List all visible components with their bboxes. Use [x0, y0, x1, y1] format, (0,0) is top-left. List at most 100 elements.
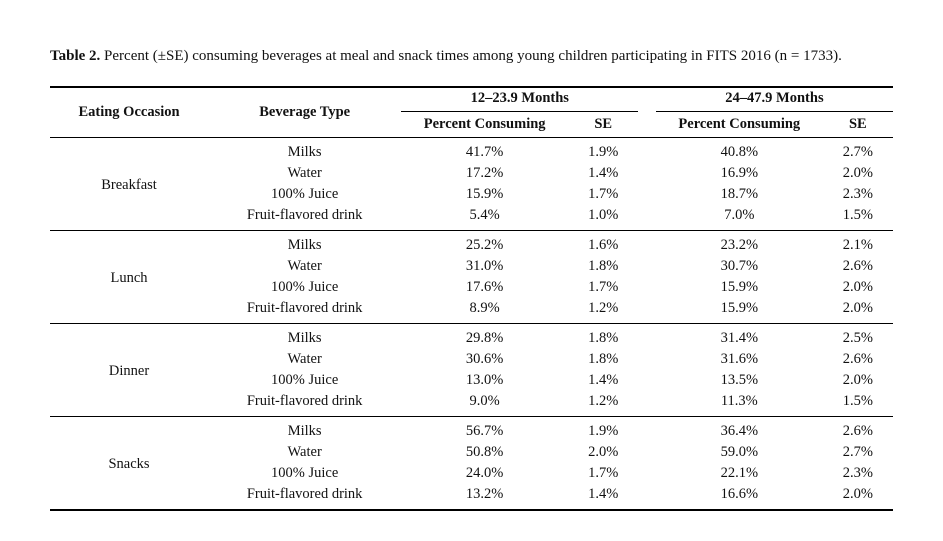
- beverage-cell: 100% Juice: [208, 184, 401, 205]
- gap-cell: [638, 256, 656, 277]
- g1-pct-cell: 9.0%: [401, 391, 568, 417]
- gap-cell: [638, 230, 656, 256]
- g2-pct-cell: 13.5%: [656, 370, 823, 391]
- g1-se-cell: 1.2%: [568, 298, 638, 324]
- gap-cell: [638, 298, 656, 324]
- col-g1-se: SE: [568, 111, 638, 137]
- col-gap-header: [638, 87, 656, 138]
- col-age-group-2: 24–47.9 Months: [656, 87, 893, 112]
- gap-cell: [638, 416, 656, 442]
- col-eating-occasion: Eating Occasion: [50, 87, 208, 138]
- g2-se-cell: 2.7%: [823, 137, 893, 163]
- table-body: BreakfastMilks41.7%1.9%40.8%2.7%Water17.…: [50, 137, 893, 510]
- gap-cell: [638, 442, 656, 463]
- g1-se-cell: 1.9%: [568, 416, 638, 442]
- g2-se-cell: 2.0%: [823, 484, 893, 510]
- g2-pct-cell: 22.1%: [656, 463, 823, 484]
- beverage-cell: Milks: [208, 416, 401, 442]
- table-label: Table 2.: [50, 48, 100, 64]
- g1-pct-cell: 17.2%: [401, 163, 568, 184]
- g1-pct-cell: 50.8%: [401, 442, 568, 463]
- g2-se-cell: 2.0%: [823, 370, 893, 391]
- g2-pct-cell: 31.6%: [656, 349, 823, 370]
- gap-cell: [638, 277, 656, 298]
- g2-pct-cell: 15.9%: [656, 298, 823, 324]
- g2-pct-cell: 36.4%: [656, 416, 823, 442]
- col-g2-se: SE: [823, 111, 893, 137]
- g2-pct-cell: 16.9%: [656, 163, 823, 184]
- g1-se-cell: 1.2%: [568, 391, 638, 417]
- occasion-cell: Snacks: [50, 416, 208, 510]
- g1-se-cell: 1.0%: [568, 205, 638, 231]
- g2-se-cell: 2.0%: [823, 298, 893, 324]
- col-g2-percent: Percent Consuming: [656, 111, 823, 137]
- g2-se-cell: 2.1%: [823, 230, 893, 256]
- g1-pct-cell: 17.6%: [401, 277, 568, 298]
- g2-pct-cell: 30.7%: [656, 256, 823, 277]
- gap-cell: [638, 391, 656, 417]
- g1-se-cell: 1.4%: [568, 484, 638, 510]
- table-row: LunchMilks25.2%1.6%23.2%2.1%: [50, 230, 893, 256]
- occasion-cell: Breakfast: [50, 137, 208, 230]
- g1-pct-cell: 29.8%: [401, 323, 568, 349]
- gap-cell: [638, 184, 656, 205]
- beverage-cell: Water: [208, 349, 401, 370]
- beverage-cell: Milks: [208, 137, 401, 163]
- beverage-cell: Water: [208, 163, 401, 184]
- g2-pct-cell: 31.4%: [656, 323, 823, 349]
- g2-se-cell: 2.6%: [823, 349, 893, 370]
- table-row: BreakfastMilks41.7%1.9%40.8%2.7%: [50, 137, 893, 163]
- g2-se-cell: 2.3%: [823, 184, 893, 205]
- g2-se-cell: 2.6%: [823, 256, 893, 277]
- g1-se-cell: 1.6%: [568, 230, 638, 256]
- g1-se-cell: 1.8%: [568, 256, 638, 277]
- g1-se-cell: 1.7%: [568, 277, 638, 298]
- table-row: SnacksMilks56.7%1.9%36.4%2.6%: [50, 416, 893, 442]
- g2-se-cell: 2.3%: [823, 463, 893, 484]
- g2-se-cell: 2.0%: [823, 163, 893, 184]
- g1-pct-cell: 5.4%: [401, 205, 568, 231]
- table-head: Eating Occasion Beverage Type 12–23.9 Mo…: [50, 87, 893, 138]
- beverage-cell: Fruit-flavored drink: [208, 391, 401, 417]
- g2-se-cell: 2.7%: [823, 442, 893, 463]
- occasion-cell: Dinner: [50, 323, 208, 416]
- g1-pct-cell: 8.9%: [401, 298, 568, 324]
- col-g1-percent: Percent Consuming: [401, 111, 568, 137]
- g1-pct-cell: 41.7%: [401, 137, 568, 163]
- g2-pct-cell: 18.7%: [656, 184, 823, 205]
- beverage-cell: 100% Juice: [208, 463, 401, 484]
- gap-cell: [638, 349, 656, 370]
- col-beverage-type: Beverage Type: [208, 87, 401, 138]
- beverage-cell: 100% Juice: [208, 370, 401, 391]
- g1-pct-cell: 30.6%: [401, 349, 568, 370]
- beverage-cell: Water: [208, 442, 401, 463]
- g1-pct-cell: 56.7%: [401, 416, 568, 442]
- g1-se-cell: 1.4%: [568, 163, 638, 184]
- g2-se-cell: 2.6%: [823, 416, 893, 442]
- gap-cell: [638, 163, 656, 184]
- g1-se-cell: 2.0%: [568, 442, 638, 463]
- beverage-cell: Milks: [208, 323, 401, 349]
- g2-se-cell: 2.0%: [823, 277, 893, 298]
- gap-cell: [638, 323, 656, 349]
- g1-se-cell: 1.9%: [568, 137, 638, 163]
- g1-pct-cell: 13.2%: [401, 484, 568, 510]
- gap-cell: [638, 463, 656, 484]
- g1-pct-cell: 13.0%: [401, 370, 568, 391]
- beverage-cell: Milks: [208, 230, 401, 256]
- beverage-cell: Fruit-flavored drink: [208, 484, 401, 510]
- g2-pct-cell: 40.8%: [656, 137, 823, 163]
- col-age-group-1: 12–23.9 Months: [401, 87, 638, 112]
- g2-pct-cell: 7.0%: [656, 205, 823, 231]
- beverage-cell: Fruit-flavored drink: [208, 205, 401, 231]
- g1-se-cell: 1.8%: [568, 349, 638, 370]
- table-caption-text: Percent (±SE) consuming beverages at mea…: [100, 48, 842, 64]
- g2-pct-cell: 11.3%: [656, 391, 823, 417]
- g2-pct-cell: 15.9%: [656, 277, 823, 298]
- g1-pct-cell: 15.9%: [401, 184, 568, 205]
- gap-cell: [638, 484, 656, 510]
- g2-pct-cell: 59.0%: [656, 442, 823, 463]
- g1-se-cell: 1.8%: [568, 323, 638, 349]
- g2-se-cell: 1.5%: [823, 205, 893, 231]
- table-caption: Table 2. Percent (±SE) consuming beverag…: [50, 45, 893, 68]
